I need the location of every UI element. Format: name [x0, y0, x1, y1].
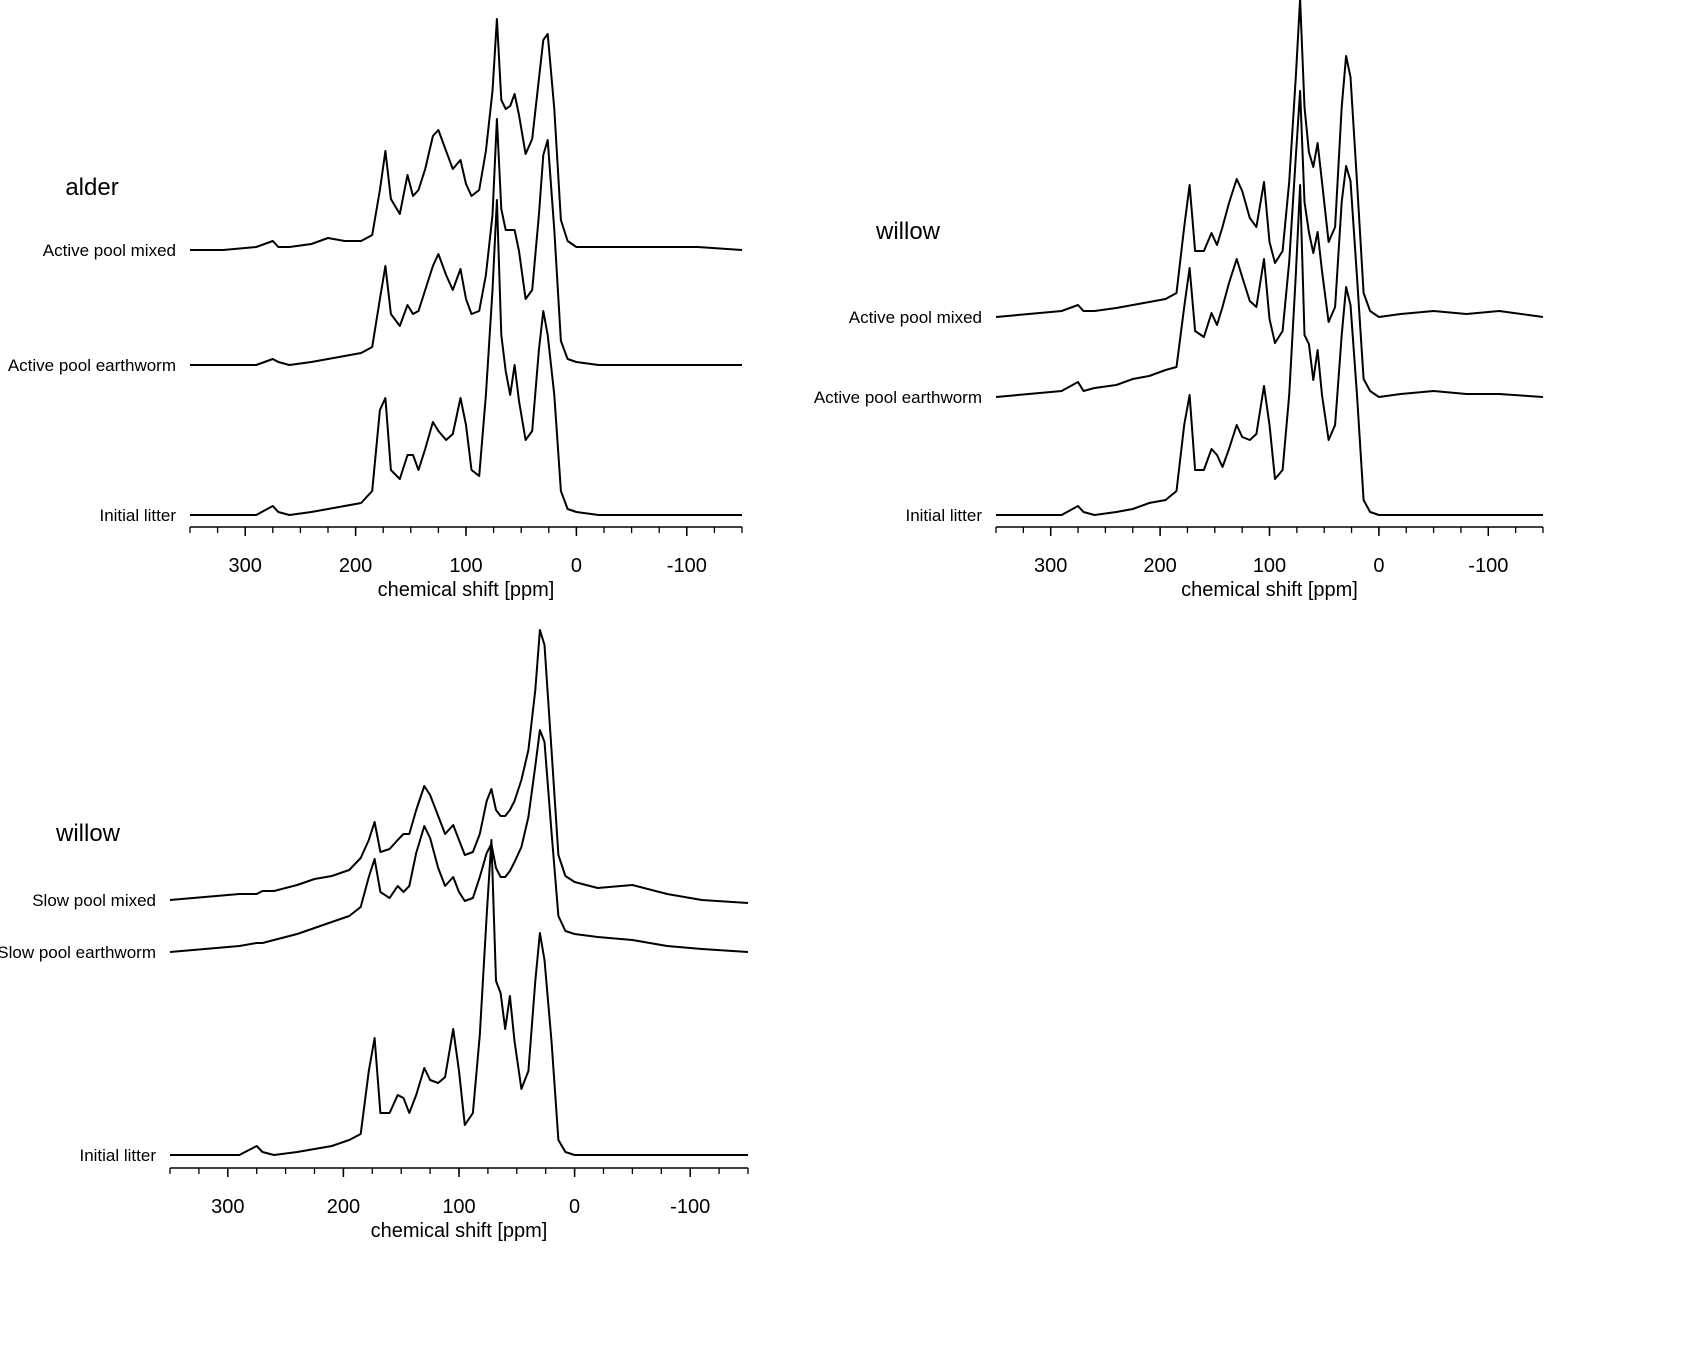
series-label: Active pool mixed	[43, 241, 176, 260]
series-label: Slow pool mixed	[32, 891, 156, 910]
spectrum	[169, 629, 749, 904]
x-tick-label: 100	[442, 1196, 475, 1218]
panel-title: alder	[65, 174, 118, 201]
series-label: Initial litter	[905, 506, 982, 525]
spectrum	[190, 199, 742, 516]
spectrum	[190, 18, 743, 251]
x-tick-label: 200	[1143, 555, 1176, 577]
panel-title: willow	[55, 820, 121, 847]
x-tick-label: 0	[569, 1196, 580, 1218]
x-tick-label: 0	[1373, 555, 1384, 577]
x-tick-label: 0	[571, 555, 582, 577]
x-tick-label: 300	[229, 555, 262, 577]
spectrum	[169, 729, 749, 953]
x-axis-label: chemical shift [ppm]	[1181, 579, 1358, 601]
series-label: Slow pool earthworm	[0, 943, 156, 962]
series-label: Initial litter	[79, 1146, 156, 1165]
x-tick-label: -100	[1468, 555, 1508, 577]
spectrum	[995, 0, 1544, 318]
panel-title: willow	[875, 218, 941, 245]
series-label: Active pool mixed	[849, 308, 982, 327]
spectrum	[995, 90, 1544, 398]
x-axis-label: chemical shift [ppm]	[371, 1220, 548, 1242]
series-label: Active pool earthworm	[814, 388, 982, 407]
spectrum	[190, 118, 742, 366]
series-label: Active pool earthworm	[8, 356, 176, 375]
x-tick-label: 300	[1034, 555, 1067, 577]
spectrum	[170, 839, 748, 1156]
x-tick-label: 100	[449, 555, 482, 577]
x-tick-label: 200	[339, 555, 372, 577]
x-tick-label: 100	[1253, 555, 1286, 577]
series-label: Initial litter	[99, 506, 176, 525]
spectrum	[996, 184, 1543, 516]
x-axis-label: chemical shift [ppm]	[378, 579, 555, 601]
x-tick-label: -100	[670, 1196, 710, 1218]
x-tick-label: 300	[211, 1196, 244, 1218]
x-tick-label: 200	[327, 1196, 360, 1218]
x-tick-label: -100	[667, 555, 707, 577]
